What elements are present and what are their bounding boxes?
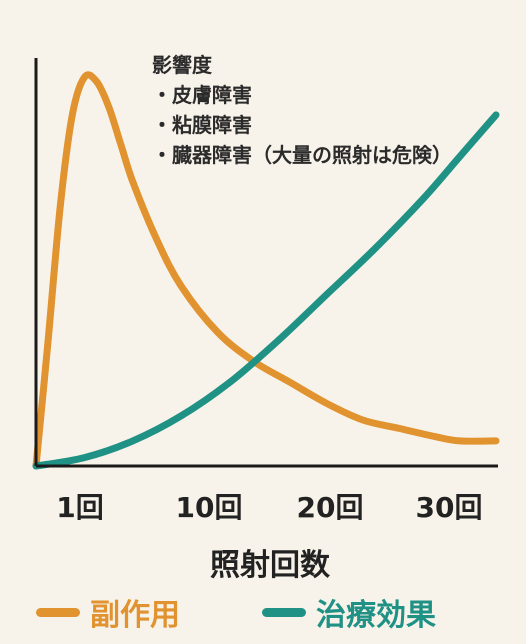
legend-label: 副作用 [90,598,180,633]
x-tick-label: 30回 [415,491,483,524]
legend-swatch [262,607,306,617]
x-tick-label: 20回 [296,491,364,524]
annotation-item-organ: 臓器障害（大量の照射は危険） [152,140,452,170]
annotation-item-mucosa: 粘膜障害 [152,110,452,140]
legend-item-treatment-effect: 治療効果 [262,592,436,633]
x-tick-label: 1回 [56,491,104,524]
legend-item-side-effect: 副作用 [36,592,180,633]
series-line-side-effect [32,71,500,470]
x-tick-label: 10回 [175,491,243,524]
annotation-heading: 影響度 [152,53,212,77]
x-axis-label: 照射回数 [210,548,330,583]
annotation-item-skin: 皮膚障害 [152,80,452,110]
legend-label: 治療効果 [316,598,436,633]
impact-annotation: 影響度 皮膚障害 粘膜障害 臓器障害（大量の照射は危険） [152,50,452,170]
legend-swatch [36,607,80,617]
series-line-treatment-effect [32,111,500,470]
